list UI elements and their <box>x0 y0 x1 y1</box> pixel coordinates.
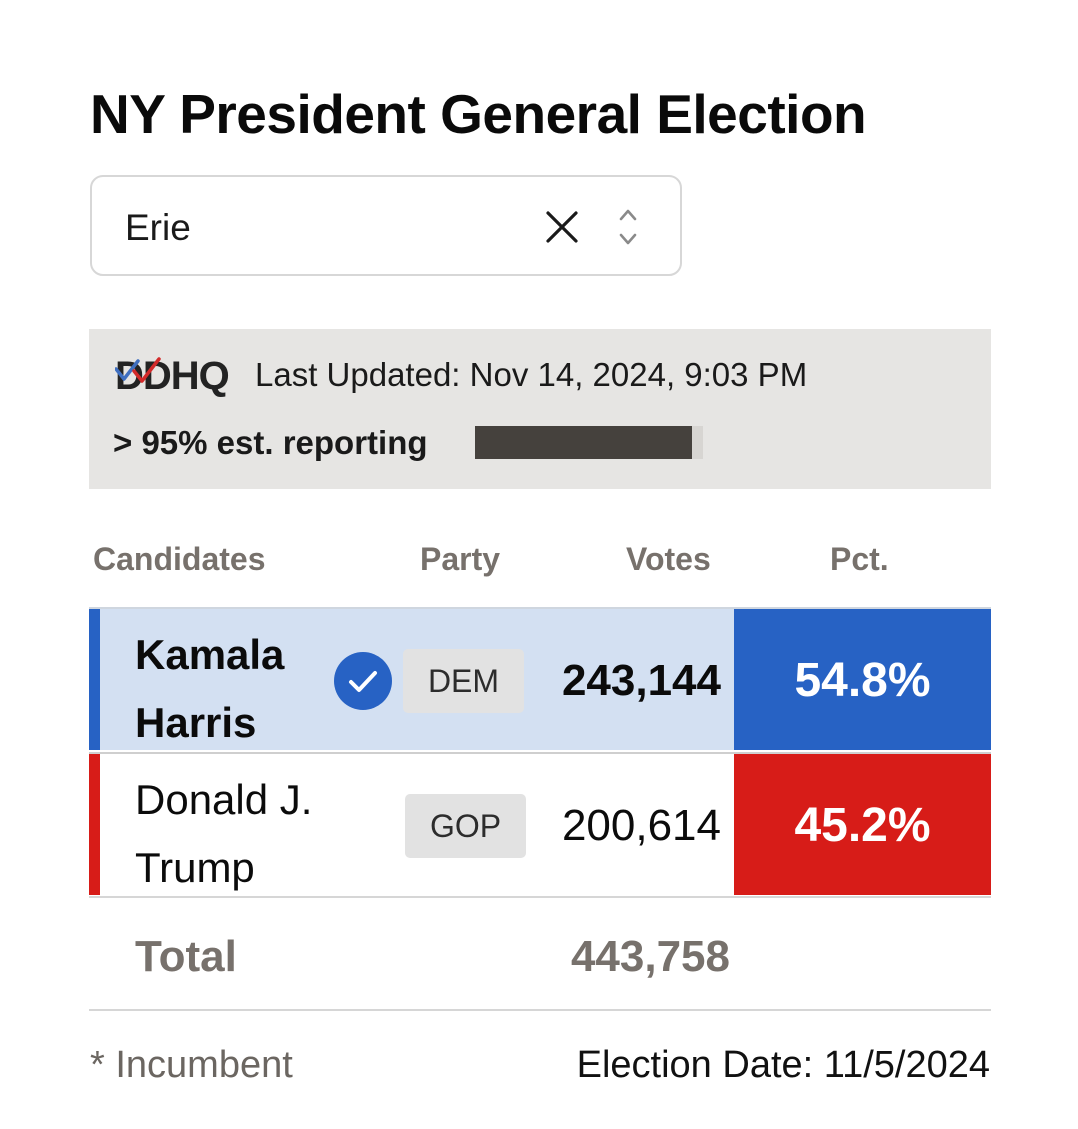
header-pct: Pct. <box>830 541 889 577</box>
last-updated: Last Updated: Nov 14, 2024, 9:03 PM <box>255 356 808 393</box>
candidate-name: Donald J. Trump <box>135 766 335 902</box>
county-select-value: Erie <box>125 207 191 248</box>
vote-percent: 45.2% <box>734 754 991 895</box>
party-color-bar <box>89 754 100 895</box>
party-badge: DEM <box>403 649 524 713</box>
candidate-row-harris: Kamala Harris DEM 243,144 54.8% <box>89 607 991 750</box>
party-color-bar <box>89 609 100 750</box>
candidate-name: Kamala Harris <box>135 621 335 757</box>
header-votes: Votes <box>626 541 711 577</box>
party-badge: GOP <box>405 794 526 858</box>
total-row: Total 443,758 <box>89 896 991 1011</box>
page-title: NY President General Election <box>90 83 867 145</box>
header-candidates: Candidates <box>93 541 266 577</box>
winner-check-icon <box>334 652 392 710</box>
results-info-panel: DDHQ Last Updated: Nov 14, 2024, 9:03 PM… <box>89 329 991 489</box>
svg-text:DDHQ: DDHQ <box>115 354 229 398</box>
total-votes: 443,758 <box>570 932 730 981</box>
ddhq-logo: DDHQ <box>115 354 229 398</box>
total-label: Total <box>135 932 237 981</box>
chevron-up-down-icon[interactable] <box>616 205 640 249</box>
county-select[interactable]: Erie <box>90 175 682 276</box>
reporting-label: > 95% est. reporting <box>113 424 428 461</box>
candidate-name-line1: Kamala <box>135 631 285 678</box>
vote-percent: 54.8% <box>734 609 991 750</box>
candidate-row-trump: Donald J. Trump GOP 200,614 45.2% <box>89 752 991 895</box>
candidate-name-line2: Harris <box>135 699 257 746</box>
vote-count: 200,614 <box>561 801 721 850</box>
candidate-name-line2: Trump <box>135 844 255 891</box>
reporting-progress-fill <box>475 426 692 459</box>
vote-count: 243,144 <box>561 656 721 705</box>
close-icon[interactable] <box>544 209 580 245</box>
header-party: Party <box>420 541 501 577</box>
election-date: Election Date: 11/5/2024 <box>576 1044 990 1086</box>
candidate-name-line1: Donald J. <box>135 776 313 823</box>
incumbent-note: * Incumbent <box>90 1044 293 1086</box>
reporting-progress-bar <box>475 426 703 459</box>
